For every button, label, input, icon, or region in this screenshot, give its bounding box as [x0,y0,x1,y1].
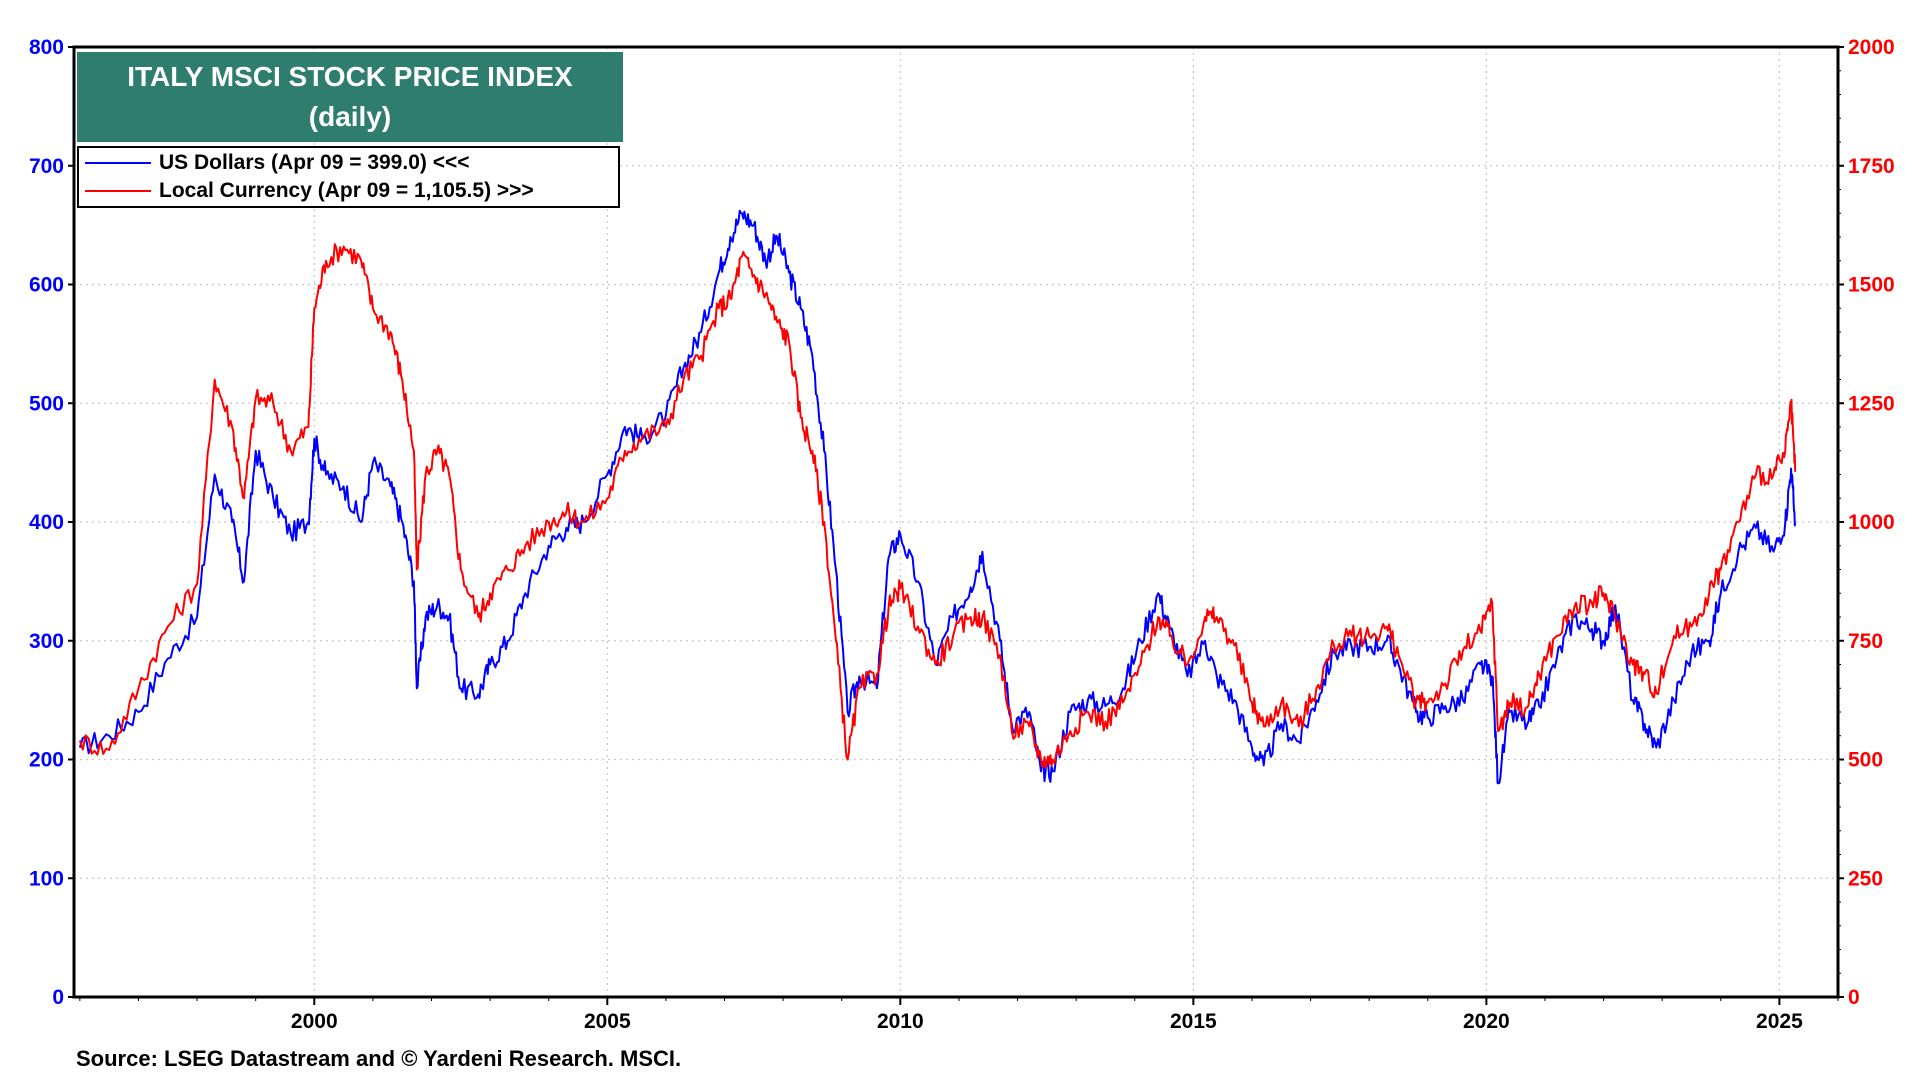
right-tick-label: 1750 [1848,155,1895,178]
x-tick-label: 2005 [584,1010,631,1033]
chart-title: ITALY MSCI STOCK PRICE INDEX [127,61,573,92]
left-tick-label: 600 [29,274,64,297]
left-tick-label: 300 [29,630,64,653]
legend-label-usd: US Dollars (Apr 09 = 399.0) <<< [159,151,470,174]
left-tick-label: 800 [29,36,64,59]
left-tick-label: 500 [29,392,64,415]
legend-swatch-local [85,190,151,193]
legend-item-usd: US Dollars (Apr 09 = 399.0) <<< [85,150,470,176]
x-tick-label: 2025 [1756,1010,1803,1033]
left-tick-label: 700 [29,155,64,178]
right-tick-label: 1000 [1848,511,1895,534]
x-tick-label: 2015 [1170,1010,1217,1033]
left-axis: 0 100 200 300 400 500 600 700 800 [29,36,74,1009]
source-note: Source: LSEG Datastream and © Yardeni Re… [76,1046,682,1071]
right-tick-label: 2000 [1848,36,1895,59]
legend-swatch-usd [85,162,151,165]
series-layer [78,209,1797,785]
left-tick-label: 100 [29,867,64,890]
right-tick-label: 250 [1848,867,1883,890]
series-line-local [78,243,1797,769]
right-tick-label: 1500 [1848,274,1895,297]
x-axis: 2000 2005 2010 2015 2020 2025 [79,997,1839,1033]
x-tick-label: 2020 [1463,1010,1510,1033]
legend-item-local: Local Currency (Apr 09 = 1,105.5) >>> [85,178,534,204]
right-tick-label: 1250 [1848,392,1895,415]
right-tick-label: 750 [1848,630,1883,653]
legend: US Dollars (Apr 09 = 399.0) <<< Local Cu… [77,146,620,208]
x-tick-label: 2010 [877,1010,924,1033]
right-tick-label: 0 [1848,986,1860,1009]
legend-label-local: Local Currency (Apr 09 = 1,105.5) >>> [159,179,534,202]
right-axis: 0 250 500 750 1000 1250 1500 1750 2000 [1838,36,1895,1009]
left-tick-label: 200 [29,749,64,772]
right-tick-label: 500 [1848,749,1883,772]
left-tick-label: 400 [29,511,64,534]
left-tick-label: 0 [52,986,64,1009]
x-tick-label: 2000 [291,1010,338,1033]
series-line-usd [78,209,1797,785]
chart-subtitle: (daily) [308,101,392,132]
chart-title-box: ITALY MSCI STOCK PRICE INDEX (daily) [77,52,623,142]
